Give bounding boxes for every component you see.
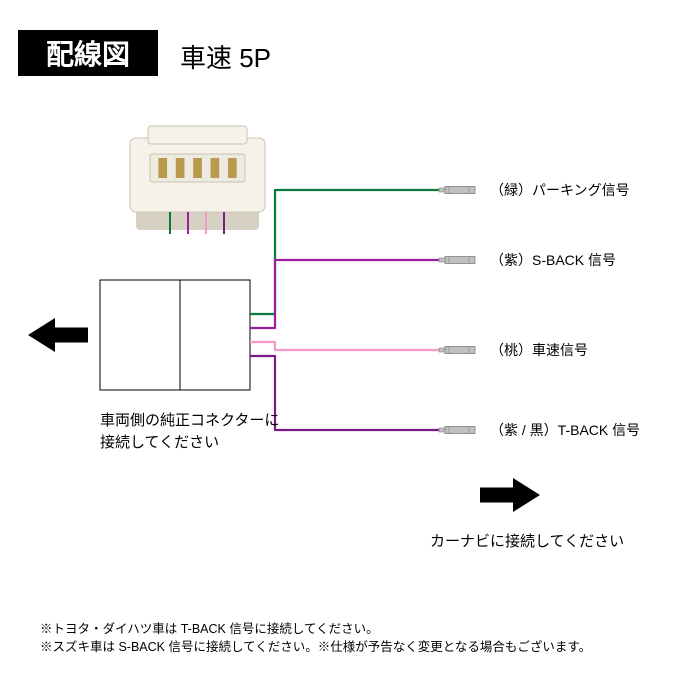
arrow-left-icon [28, 318, 88, 352]
connector-box [100, 280, 250, 390]
wire-label-speed: （桃）車速信号 [490, 340, 588, 360]
wire-label-tback: （紫 / 黒）T-BACK 信号 [490, 420, 640, 440]
wire-tback [250, 356, 475, 434]
connector-photo [130, 126, 265, 234]
right-caption: カーナビに接続してください [430, 530, 624, 551]
wire-speed [250, 342, 475, 354]
wire-label-sback: （紫）S-BACK 信号 [490, 250, 616, 270]
wire-sback [250, 257, 475, 329]
footnote-line: ※スズキ車は S-BACK 信号に接続してください。※仕様が予告なく変更となる場… [40, 638, 591, 656]
wiring-diagram [0, 0, 700, 700]
left-caption-line1: 車両側の純正コネクターに [100, 410, 279, 432]
arrow-right-icon [480, 478, 540, 512]
wire-parking [250, 187, 475, 315]
wire-label-parking: （緑）パーキング信号 [490, 180, 630, 200]
right-caption-text: カーナビに接続してください [430, 533, 624, 550]
left-caption-line2: 接続してください [100, 432, 279, 454]
footnotes: ※トヨタ・ダイハツ車は T-BACK 信号に接続してください。※スズキ車は S-… [40, 620, 591, 656]
footnote-line: ※トヨタ・ダイハツ車は T-BACK 信号に接続してください。 [40, 620, 591, 638]
left-caption: 車両側の純正コネクターに 接続してください [100, 410, 279, 454]
